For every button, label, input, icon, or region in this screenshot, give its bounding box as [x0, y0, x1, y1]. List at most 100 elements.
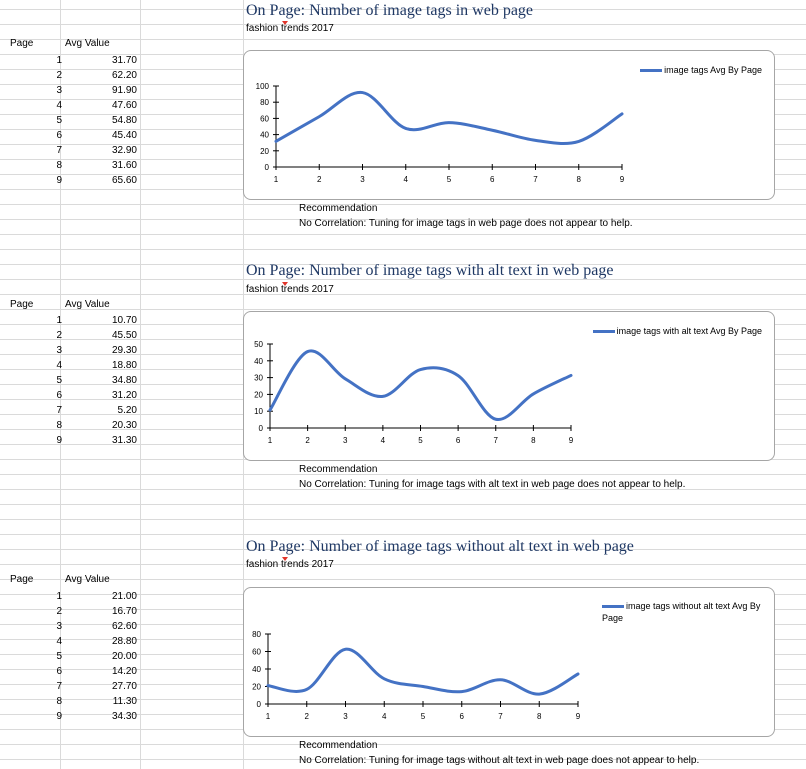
page-number-cell[interactable]: 4	[56, 100, 62, 111]
page-number-cell[interactable]: 5	[56, 651, 62, 662]
table-row[interactable]: 5 20.00	[0, 649, 140, 664]
x-tick-label: 5	[418, 436, 423, 445]
table-row[interactable]: 7 32.90	[0, 143, 140, 158]
page-number-cell[interactable]: 9	[56, 711, 62, 722]
recommendation-text: No Correlation: Tuning for image tags wi…	[299, 479, 686, 490]
page-number-cell[interactable]: 8	[56, 696, 62, 707]
table-row[interactable]: 7 27.70	[0, 679, 140, 694]
table-row[interactable]: 8 20.30	[0, 418, 140, 433]
y-tick-label: 40	[260, 131, 269, 140]
table-row[interactable]: 2 45.50	[0, 328, 140, 343]
chart-area[interactable]: 0 20 40 60 80 100 1 2 3 4 5 6 7 8 9 image tags Avg By …	[243, 50, 775, 200]
table-row[interactable]: 1 31.70	[0, 53, 140, 68]
page-number-cell[interactable]: 2	[56, 330, 62, 341]
table-row[interactable]: 9 65.60	[0, 173, 140, 188]
table-row[interactable]: 6 14.20	[0, 664, 140, 679]
table-row[interactable]: 3 91.90	[0, 83, 140, 98]
table-row[interactable]: 9 31.30	[0, 433, 140, 448]
avg-value-cell[interactable]: 62.60	[111, 621, 137, 632]
page-number-cell[interactable]: 5	[56, 375, 62, 386]
page-number-cell[interactable]: 3	[56, 345, 62, 356]
comment-indicator[interactable]	[282, 282, 288, 286]
column-divider	[60, 0, 61, 769]
avg-value-cell[interactable]: 54.80	[111, 115, 137, 126]
table-row[interactable]: 4 28.80	[0, 634, 140, 649]
page-number-cell[interactable]: 6	[56, 390, 62, 401]
page-number-cell[interactable]: 5	[56, 115, 62, 126]
page-number-cell[interactable]: 7	[56, 405, 62, 416]
page-number-cell[interactable]: 2	[56, 606, 62, 617]
page-number-cell[interactable]: 3	[56, 621, 62, 632]
section-title: On Page: Number of image tags without al…	[246, 538, 634, 555]
avg-value-cell[interactable]: 14.20	[111, 666, 137, 677]
page-number-cell[interactable]: 8	[56, 420, 62, 431]
page-number-cell[interactable]: 1	[56, 55, 62, 66]
avg-value-cell[interactable]: 34.30	[111, 711, 137, 722]
page-number-cell[interactable]: 1	[56, 591, 62, 602]
avg-value-cell[interactable]: 34.80	[111, 375, 137, 386]
page-number-cell[interactable]: 9	[56, 175, 62, 186]
avg-value-cell[interactable]: 21.00	[111, 591, 137, 602]
table-row[interactable]: 8 31.60	[0, 158, 140, 173]
avg-value-cell[interactable]: 10.70	[111, 315, 137, 326]
avg-value-cell[interactable]: 31.60	[111, 160, 137, 171]
page-number-cell[interactable]: 7	[56, 145, 62, 156]
avg-value-cell[interactable]: 65.60	[111, 175, 137, 186]
avg-value-cell[interactable]: 32.90	[111, 145, 137, 156]
table-row[interactable]: 2 16.70	[0, 604, 140, 619]
x-tick-label: 9	[620, 175, 625, 184]
page-number-cell[interactable]: 4	[56, 636, 62, 647]
legend-swatch	[640, 69, 663, 73]
table-row[interactable]: 4 47.60	[0, 98, 140, 113]
table-row[interactable]: 3 62.60	[0, 619, 140, 634]
table-row[interactable]: 5 54.80	[0, 113, 140, 128]
avg-value-cell[interactable]: 31.30	[111, 435, 137, 446]
table-row[interactable]: 1 10.70	[0, 313, 140, 328]
avg-value-cell[interactable]: 11.30	[112, 696, 137, 707]
avg-value-cell[interactable]: 16.70	[111, 606, 137, 617]
avg-value-cell[interactable]: 45.50	[111, 330, 137, 341]
page-number-cell[interactable]: 4	[56, 360, 62, 371]
chart-area[interactable]: 0 20 40 60 80 1 2 3 4 5 6 7 8 9 image tags without al…	[243, 587, 775, 737]
comment-indicator[interactable]	[282, 557, 288, 561]
table-row[interactable]: 7 5.20	[0, 403, 140, 418]
avg-value-cell[interactable]: 20.00	[111, 651, 137, 662]
avg-value-cell[interactable]: 29.30	[111, 345, 137, 356]
avg-value-cell[interactable]: 91.90	[111, 85, 137, 96]
avg-value-cell[interactable]: 47.60	[111, 100, 137, 111]
legend-swatch	[602, 605, 624, 609]
comment-indicator[interactable]	[282, 21, 288, 25]
table-row[interactable]: 2 62.20	[0, 68, 140, 83]
avg-value-cell[interactable]: 31.70	[111, 55, 137, 66]
page-number-cell[interactable]: 3	[56, 85, 62, 96]
page-number-cell[interactable]: 6	[56, 130, 62, 141]
y-tick-label: 10	[254, 407, 263, 416]
chart-area[interactable]: 0 10 20 30 40 50 1 2 3 4 5 6 7 8 9 image tags with alt…	[243, 311, 775, 461]
page-number-cell[interactable]: 2	[56, 70, 62, 81]
avg-value-cell[interactable]: 45.40	[111, 130, 137, 141]
chart-legend: image tags Avg By Page	[640, 65, 762, 75]
avg-value-cell[interactable]: 27.70	[111, 681, 137, 692]
table-row[interactable]: 6 45.40	[0, 128, 140, 143]
avg-value-cell[interactable]: 18.80	[111, 360, 137, 371]
avg-value-cell[interactable]: 28.80	[111, 636, 137, 647]
page-number-cell[interactable]: 1	[56, 315, 62, 326]
table-row[interactable]: 1 21.00	[0, 589, 140, 604]
table-row[interactable]: 3 29.30	[0, 343, 140, 358]
chart-legend: image tags without alt text Avg By Page	[602, 600, 762, 624]
table-row[interactable]: 9 34.30	[0, 709, 140, 724]
page-number-cell[interactable]: 9	[56, 435, 62, 446]
avg-value-cell[interactable]: 62.20	[111, 70, 137, 81]
table-row[interactable]: 5 34.80	[0, 373, 140, 388]
page-number-cell[interactable]: 7	[56, 681, 62, 692]
recommendation-text: No Correlation: Tuning for image tags in…	[299, 218, 633, 229]
table-row[interactable]: 8 11.30	[0, 694, 140, 709]
page-number-cell[interactable]: 6	[56, 666, 62, 677]
avg-value-cell[interactable]: 5.20	[117, 405, 137, 416]
avg-value-cell[interactable]: 20.30	[111, 420, 137, 431]
avg-value-cell[interactable]: 31.20	[111, 390, 137, 401]
table-row[interactable]: 6 31.20	[0, 388, 140, 403]
table-row[interactable]: 4 18.80	[0, 358, 140, 373]
page-number-cell[interactable]: 8	[56, 160, 62, 171]
column-header-avg-value: Avg Value	[65, 38, 110, 49]
